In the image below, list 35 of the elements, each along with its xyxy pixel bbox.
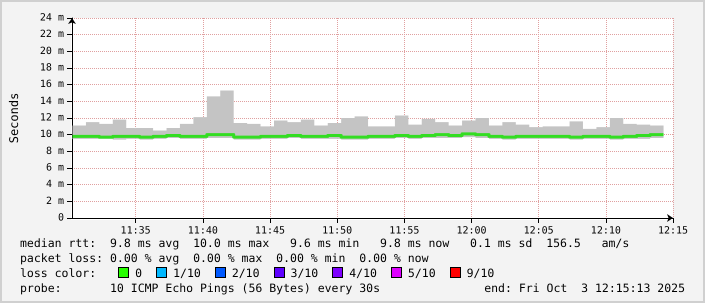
x-tick-label: 11:55 bbox=[389, 226, 420, 236]
text: 9/10 bbox=[466, 266, 494, 280]
x-tick-label: 12:00 bbox=[456, 226, 487, 236]
x-tick-label: 12:15 bbox=[658, 226, 688, 236]
text: median rtt: 9.8 ms avg 10.0 ms max 9.6 ms min 9.8 ms now 0.1 ms sd 156.5 am/s bbox=[20, 236, 630, 251]
text: 1/10 bbox=[172, 266, 201, 280]
text: 3/10 bbox=[290, 266, 318, 280]
y-axis-title: Seconds bbox=[7, 92, 21, 144]
x-tick-label: 11:40 bbox=[188, 226, 218, 236]
x-tick-label: 11:50 bbox=[322, 226, 352, 236]
x-tick-label: 11:35 bbox=[120, 226, 151, 236]
text: 0 bbox=[134, 266, 142, 280]
y-tick-label: 12 m bbox=[40, 112, 64, 124]
y-tick-label: 6 m bbox=[46, 162, 64, 174]
y-tick-label: 24 m bbox=[40, 12, 64, 24]
y-tick-label: 10 m bbox=[40, 129, 64, 140]
text: loss color: bbox=[20, 266, 96, 280]
x-tick-label: 12:05 bbox=[524, 226, 554, 236]
text: 2/10 bbox=[230, 266, 260, 280]
text: 4/10 bbox=[348, 266, 377, 280]
text: 5/10 bbox=[406, 266, 436, 280]
text: end: Fri Oct 3 12:15:13 2025 bbox=[484, 281, 685, 296]
y-tick-label: 16 m bbox=[40, 79, 64, 90]
y-tick-label: 22 m bbox=[40, 29, 64, 40]
y-tick-label: 4 m bbox=[46, 179, 64, 190]
text: packet loss: 0.00 % avg 0.00 % max 0.00 % min 0.00 % now bbox=[20, 251, 430, 266]
y-tick-label: 14 m bbox=[40, 96, 64, 107]
x-tick-label: 12:10 bbox=[590, 226, 621, 236]
y-tick-label: 8 m bbox=[46, 146, 64, 157]
y-tick-label: 2 m bbox=[46, 196, 64, 207]
y-tick-label: 20 m bbox=[40, 46, 64, 57]
y-tick-label: 0 bbox=[58, 212, 64, 224]
x-tick-label: 11:45 bbox=[254, 226, 286, 236]
text: probe: 10 ICMP Echo Pings (56 Bytes) every 30s bbox=[20, 281, 380, 296]
y-tick-label: 18 m bbox=[40, 62, 64, 74]
